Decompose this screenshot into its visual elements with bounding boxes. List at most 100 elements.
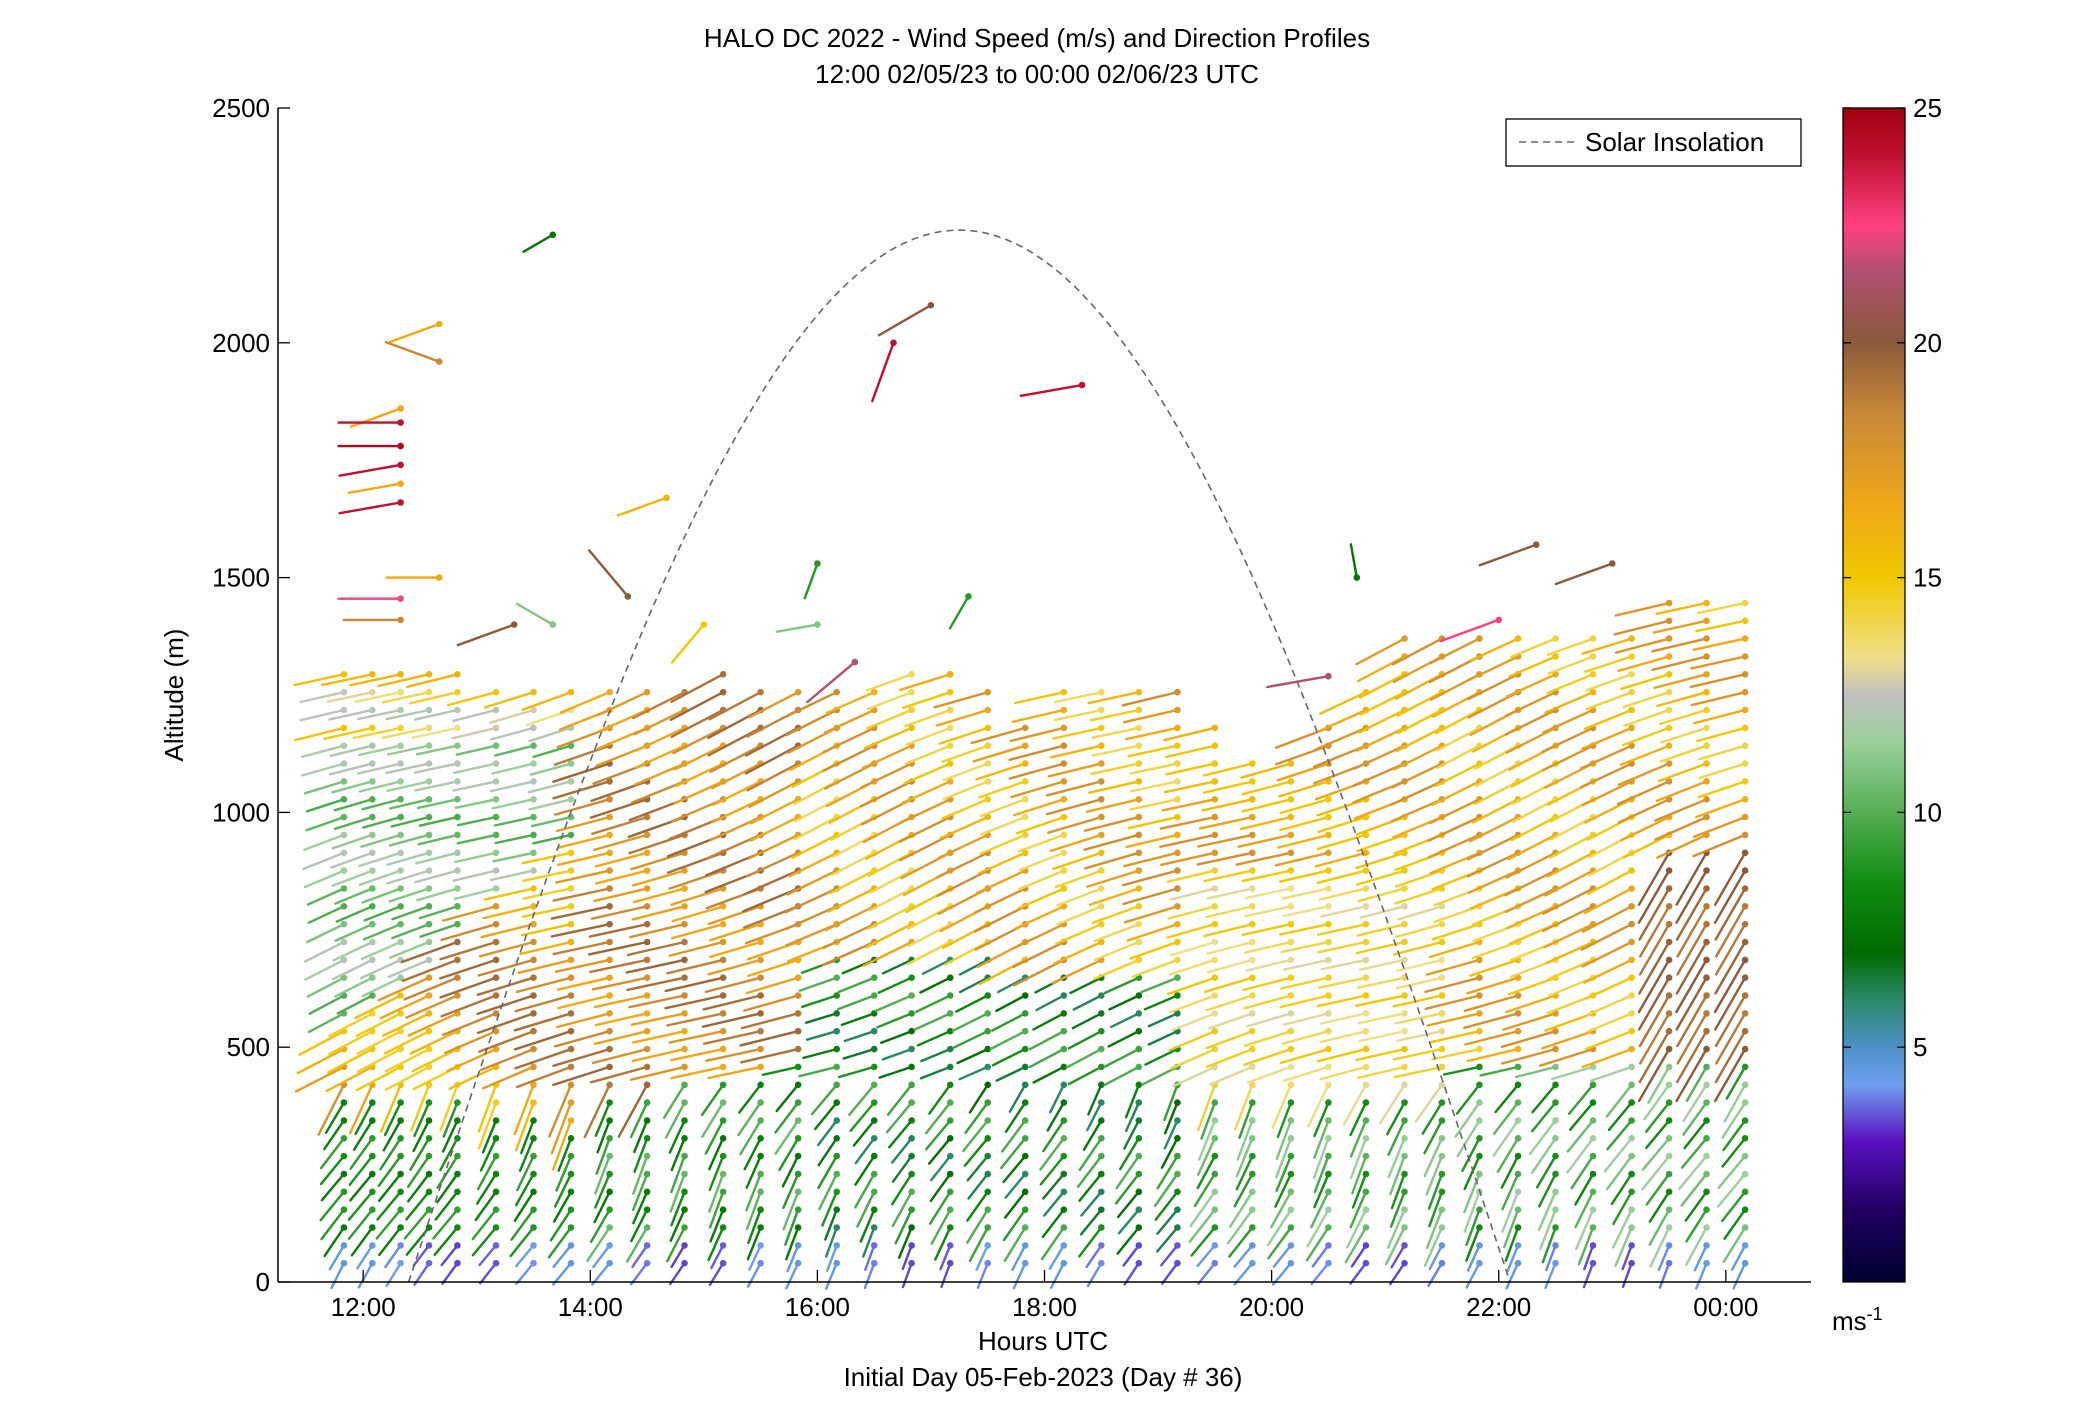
- wind-vector-shaft: [1004, 1101, 1027, 1133]
- wind-vector-shaft: [1008, 1083, 1027, 1113]
- wind-vector: [1318, 885, 1370, 901]
- wind-vector-tip: [530, 1135, 537, 1142]
- wind-vector-tip: [1438, 1081, 1446, 1089]
- wind-vector-shaft: [1085, 798, 1141, 813]
- wind-vector: [1648, 1188, 1673, 1223]
- wind-vector-tip: [492, 885, 500, 892]
- wind-vector-shaft: [1545, 1244, 1557, 1272]
- wind-vector-tip: [1287, 974, 1295, 981]
- wind-vector: [963, 1135, 991, 1167]
- wind-vector: [1345, 1206, 1370, 1249]
- wind-vector-shaft: [389, 798, 431, 810]
- wind-vector-shaft: [1469, 958, 1520, 977]
- wind-vector-tip: [1628, 1117, 1635, 1124]
- wind-vector-tip: [369, 849, 376, 857]
- wind-vector-tip: [1287, 1224, 1295, 1231]
- wind-vector-shaft: [1088, 887, 1141, 906]
- wind-vector-shaft: [1434, 708, 1481, 735]
- wind-vector-tip: [1060, 1010, 1068, 1017]
- wind-vector: [625, 1224, 651, 1263]
- wind-vector: [452, 778, 500, 792]
- wind-vector-shaft: [939, 1244, 952, 1271]
- wind-vector: [825, 1224, 840, 1258]
- wind-vector: [552, 1259, 575, 1286]
- wind-vector: [1198, 813, 1256, 830]
- wind-vector: [785, 1259, 802, 1290]
- wind-vector: [515, 1259, 537, 1285]
- wind-vector: [1528, 1117, 1559, 1156]
- wind-vector: [940, 1259, 954, 1289]
- wind-vector-tip: [757, 1206, 764, 1213]
- wind-vector-shaft: [1541, 1029, 1595, 1050]
- wind-vector: [552, 1242, 575, 1269]
- wind-vector-shaft: [632, 887, 686, 904]
- wind-vector-shaft: [670, 1154, 686, 1194]
- wind-vector-tip: [425, 778, 433, 785]
- wind-vector-tip: [1174, 992, 1181, 999]
- wind-vector-shaft: [937, 833, 989, 859]
- wind-vector-shaft: [824, 905, 876, 932]
- wind-vector-shaft: [403, 976, 459, 1001]
- wind-vector-shaft: [442, 1012, 498, 1036]
- wind-vector: [416, 796, 461, 810]
- wind-vector: [1677, 1152, 1710, 1191]
- wind-vector-tip: [340, 1170, 348, 1178]
- wind-vector-shaft: [1305, 1226, 1330, 1262]
- wind-vector: [1169, 938, 1219, 957]
- wind-vector-tip: [340, 813, 348, 821]
- wind-vector-shaft: [1589, 1065, 1633, 1083]
- wind-vector-tip: [567, 688, 575, 696]
- wind-vector: [738, 1081, 764, 1114]
- wind-vector-shaft: [1614, 601, 1671, 617]
- wind-vector: [359, 956, 404, 980]
- wind-vector-shaft: [1118, 1137, 1141, 1171]
- wind-vector-shaft: [1320, 905, 1368, 918]
- wind-vector-shaft: [1424, 976, 1481, 994]
- wind-vector-tip: [1741, 992, 1749, 999]
- wind-vector-shaft: [1358, 958, 1406, 971]
- wind-vector-tip: [946, 1224, 954, 1231]
- wind-vector-tip: [1249, 1010, 1256, 1017]
- wind-vector-shaft: [1698, 744, 1747, 761]
- wind-vector-shaft: [1349, 1119, 1368, 1158]
- wind-vector-tip: [492, 974, 500, 981]
- wind-vector-shaft: [1619, 744, 1671, 766]
- wind-vector: [482, 903, 537, 920]
- wind-vector-shaft: [670, 623, 705, 664]
- wind-vector-shaft: [1426, 1012, 1481, 1027]
- y-tick-label: 0: [256, 1267, 270, 1297]
- wind-vector-tip: [1174, 796, 1181, 803]
- wind-vector-tip: [984, 1135, 991, 1142]
- wind-vector-shaft: [1166, 923, 1217, 939]
- wind-vector: [798, 1063, 840, 1078]
- wind-vector: [1161, 1259, 1181, 1285]
- wind-vector-tip: [530, 885, 537, 892]
- wind-vector: [1466, 1242, 1483, 1272]
- wind-vector: [708, 1170, 727, 1213]
- wind-vector-shaft: [477, 1083, 498, 1133]
- wind-vector-tip: [1438, 956, 1446, 964]
- wind-vector-tip: [606, 1135, 613, 1142]
- wind-vector-tip: [1098, 831, 1105, 839]
- wind-vector-shaft: [1114, 1172, 1141, 1205]
- wind-vector: [1390, 1170, 1408, 1210]
- x-tick-label: 16:00: [785, 1292, 850, 1322]
- wind-vector-tip: [340, 1135, 348, 1142]
- wind-vector-tip: [1287, 1063, 1295, 1071]
- wind-vector-shaft: [1692, 833, 1747, 858]
- wind-vector-shaft: [1428, 1190, 1444, 1228]
- wind-vector-shaft: [708, 1154, 725, 1192]
- wind-vector-tip: [454, 1170, 461, 1178]
- wind-vector-shaft: [674, 762, 725, 788]
- wind-vector-tip: [833, 1188, 840, 1196]
- wind-vector-tip: [1401, 1081, 1408, 1089]
- wind-vector-tip: [1476, 1135, 1483, 1142]
- wind-vector-shaft: [412, 1244, 431, 1267]
- wind-vector-shaft: [1638, 994, 1671, 1048]
- wind-vector: [1641, 1135, 1673, 1171]
- wind-vector-tip: [1438, 1259, 1446, 1267]
- wind-vector: [921, 956, 954, 975]
- wind-vector-shaft: [806, 660, 857, 704]
- x-axis-sublabel: Initial Day 05-Feb-2023 (Day # 36): [844, 1362, 1243, 1392]
